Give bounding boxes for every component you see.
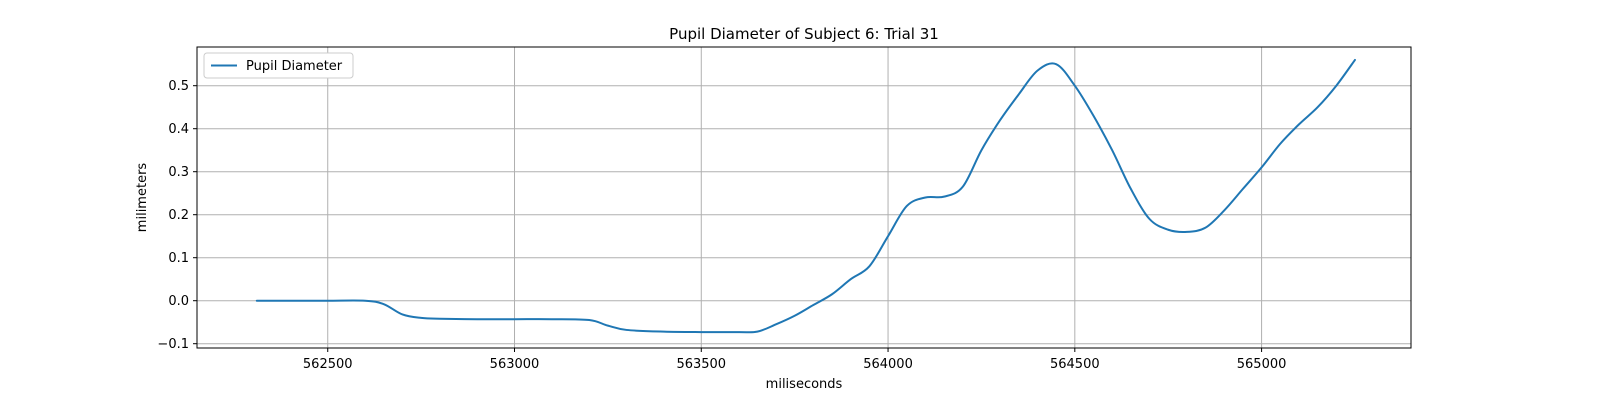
grid [197, 47, 1411, 348]
chart-title: Pupil Diameter of Subject 6: Trial 31 [669, 25, 939, 43]
legend: Pupil Diameter [203, 52, 354, 79]
x-axis-label: miliseconds [766, 377, 843, 392]
y-tick-label: 0.4 [168, 122, 189, 137]
x-tick-label: 564500 [1050, 357, 1100, 372]
x-tick-label: 564000 [863, 357, 913, 372]
plot-area [255, 58, 1356, 334]
legend-box [203, 52, 354, 79]
series-line-pupil-diameter [255, 58, 1356, 334]
legend-label: Pupil Diameter [246, 59, 343, 74]
x-tick-label: 562500 [303, 357, 353, 372]
y-tick-label: 0.1 [168, 251, 189, 266]
y-tick-label: 0.2 [168, 208, 189, 223]
x-tick-label: 563000 [490, 357, 540, 372]
x-tick-label: 565000 [1237, 357, 1287, 372]
plot-frame [196, 46, 1412, 349]
y-axis-label: milimeters [135, 163, 150, 233]
axis-ticks: 562500 563000 563500 564000 564500 565000 −0.1… [157, 79, 1286, 372]
y-tick-label: 0.0 [168, 294, 189, 309]
y-tick-label: 0.3 [168, 165, 189, 180]
y-tick-label: −0.1 [157, 337, 189, 352]
x-tick-label: 563500 [676, 357, 726, 372]
y-tick-label: 0.5 [168, 79, 189, 94]
